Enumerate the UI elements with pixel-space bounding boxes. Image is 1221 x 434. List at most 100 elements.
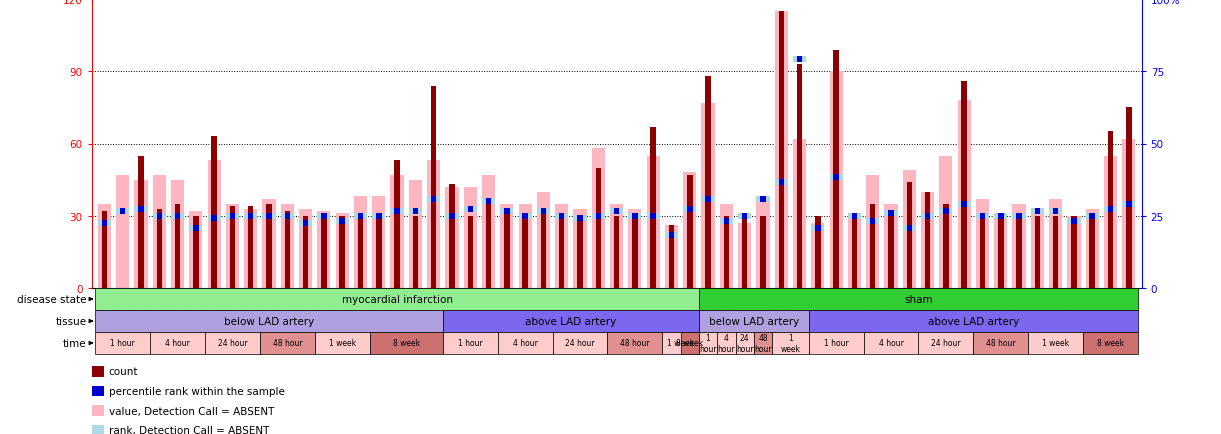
Bar <box>354 213 368 219</box>
Bar <box>394 161 399 288</box>
Bar <box>486 199 491 205</box>
Bar <box>449 213 454 219</box>
Bar <box>303 220 309 227</box>
Bar <box>724 218 729 224</box>
Bar <box>523 213 527 219</box>
Bar <box>153 175 166 288</box>
Bar <box>924 192 930 288</box>
Text: 4 hour: 4 hour <box>513 339 537 348</box>
Bar <box>498 332 553 354</box>
Text: time: time <box>62 338 87 348</box>
Bar <box>884 211 897 217</box>
Bar <box>737 213 751 219</box>
Bar <box>523 216 527 288</box>
Bar <box>317 213 331 219</box>
Text: 8 week: 8 week <box>393 339 420 348</box>
Bar <box>702 103 714 288</box>
Bar <box>1107 132 1114 288</box>
Bar <box>651 127 656 288</box>
Text: myocardial infarction: myocardial infarction <box>342 294 453 304</box>
Bar <box>464 206 477 212</box>
Bar <box>847 216 861 288</box>
Bar <box>1126 108 1132 288</box>
Bar <box>918 332 973 354</box>
Bar <box>939 156 952 288</box>
Bar <box>299 220 313 227</box>
Text: 48 hour: 48 hour <box>272 339 302 348</box>
Bar <box>698 288 1138 310</box>
Bar <box>446 187 459 288</box>
Text: 1
week: 1 week <box>780 334 801 353</box>
Bar <box>829 72 842 288</box>
Bar <box>244 209 258 288</box>
Bar <box>632 213 637 219</box>
Bar <box>284 211 291 288</box>
Bar <box>208 216 221 222</box>
Bar <box>1089 214 1095 288</box>
Bar <box>698 332 717 354</box>
Bar <box>761 197 766 202</box>
Bar <box>1034 216 1040 288</box>
Bar <box>281 204 294 288</box>
Bar <box>998 213 1004 219</box>
Text: 24 hour: 24 hour <box>565 339 595 348</box>
Bar <box>193 216 199 288</box>
Bar <box>1012 204 1026 288</box>
Bar <box>138 206 144 212</box>
Bar <box>906 183 912 288</box>
Bar <box>391 208 404 214</box>
Bar <box>852 216 857 288</box>
Bar <box>553 332 608 354</box>
Bar <box>742 213 747 219</box>
Bar <box>354 197 368 288</box>
Bar <box>756 197 769 202</box>
Bar <box>939 208 952 214</box>
Bar <box>834 50 839 288</box>
Bar <box>610 204 623 288</box>
Bar <box>358 216 363 288</box>
Text: 24 hour: 24 hour <box>932 339 961 348</box>
Text: 24
hour: 24 hour <box>736 334 753 353</box>
Text: 4 hour: 4 hour <box>879 339 904 348</box>
Bar <box>446 213 459 219</box>
Bar <box>284 213 291 219</box>
Text: 1 week: 1 week <box>328 339 355 348</box>
Bar <box>808 332 863 354</box>
Bar <box>427 161 441 288</box>
Bar <box>175 204 181 288</box>
Bar <box>321 213 327 219</box>
Bar <box>979 216 985 288</box>
Bar <box>596 168 601 288</box>
Bar <box>724 216 729 288</box>
Bar <box>299 209 313 288</box>
Bar <box>150 332 205 354</box>
Bar <box>578 216 582 222</box>
Bar <box>1016 216 1022 288</box>
Bar <box>95 310 443 332</box>
Bar <box>973 332 1028 354</box>
Bar <box>852 213 857 219</box>
Bar <box>156 209 162 288</box>
Bar <box>427 197 441 202</box>
Bar <box>504 208 509 214</box>
Bar <box>1126 201 1132 207</box>
Bar <box>720 204 733 288</box>
Bar <box>504 214 509 288</box>
Bar <box>1122 201 1136 207</box>
Text: 8 week: 8 week <box>1096 339 1125 348</box>
Bar <box>321 216 327 288</box>
Bar <box>189 211 203 288</box>
Bar <box>863 332 918 354</box>
Bar <box>651 213 656 219</box>
Bar <box>134 206 148 212</box>
Bar <box>116 175 129 288</box>
Bar <box>101 211 107 288</box>
Bar <box>687 175 692 288</box>
Bar <box>409 180 422 288</box>
Bar <box>629 209 641 288</box>
Bar <box>888 214 894 288</box>
Bar <box>1104 156 1117 288</box>
Bar <box>486 204 491 288</box>
Bar <box>248 207 254 288</box>
Bar <box>792 57 806 63</box>
